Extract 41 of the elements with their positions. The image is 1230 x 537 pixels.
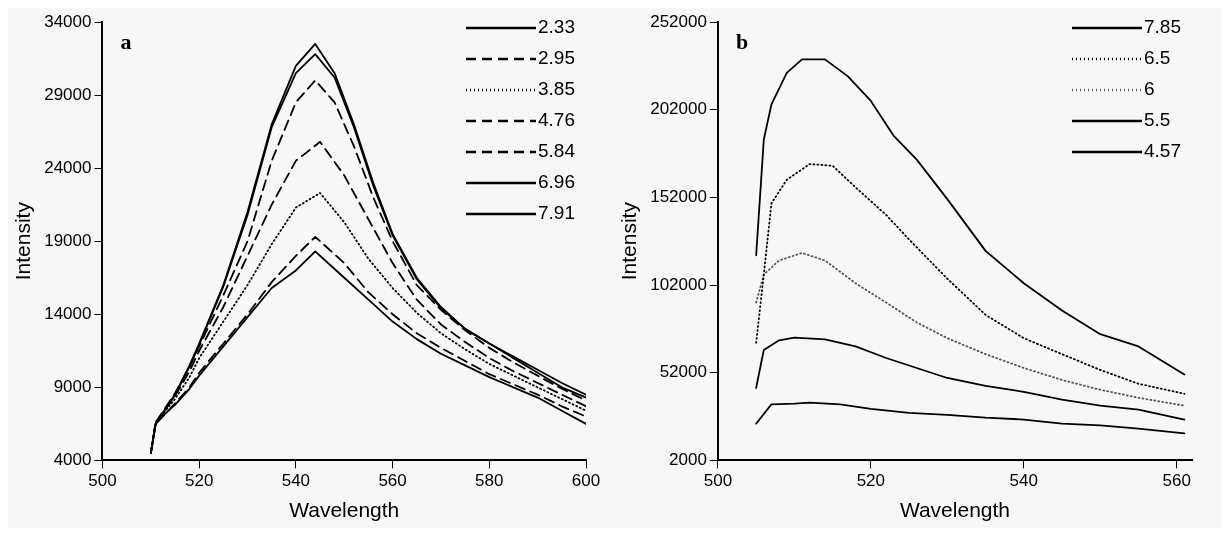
legend-label: 6.96 — [538, 171, 575, 193]
x-axis-title: Wavelength — [289, 498, 400, 522]
y-tick-label: 29000 — [44, 84, 92, 104]
y-tick-label: 102000 — [650, 274, 707, 294]
legend-label: 3.85 — [538, 78, 575, 100]
legend-label: 6 — [1144, 78, 1155, 100]
x-tick-label: 580 — [475, 471, 504, 491]
y-axis-title: Intensity — [617, 201, 641, 281]
y-tick-label: 34000 — [44, 11, 92, 31]
x-tick-label: 500 — [88, 471, 117, 491]
legend-label: 4.76 — [538, 109, 575, 131]
x-tick-label: 520 — [856, 471, 886, 491]
y-tick-label: 202000 — [650, 99, 707, 119]
y-tick-label: 14000 — [44, 303, 92, 323]
legend-label: 5.5 — [1144, 109, 1171, 131]
legend-label: 5.84 — [538, 140, 576, 162]
annotation: b — [735, 28, 749, 54]
legend-label: 6.5 — [1144, 47, 1171, 69]
y-tick-label: 52000 — [659, 362, 707, 382]
y-tick-label: 152000 — [650, 187, 707, 207]
x-tick-label: 540 — [281, 471, 311, 491]
x-tick-label: 600 — [571, 471, 601, 491]
y-tick-label: 2000 — [669, 450, 707, 470]
x-tick-label: 500 — [703, 471, 733, 491]
annotation: a — [120, 28, 132, 54]
legend-label: 7.91 — [538, 202, 575, 224]
legend-label: 2.95 — [538, 47, 575, 69]
legend-label: 4.57 — [1144, 140, 1181, 162]
y-axis-title: Intensity — [11, 201, 35, 281]
x-tick-label: 520 — [184, 471, 214, 491]
x-tick-label: 560 — [1162, 471, 1191, 491]
x-tick-label: 560 — [378, 471, 407, 491]
y-tick-label: 9000 — [53, 377, 92, 397]
x-axis-title: Wavelength — [899, 498, 1011, 522]
legend-label: 7.85 — [1144, 16, 1181, 38]
y-tick-label: 252000 — [650, 11, 707, 31]
x-tick-label: 540 — [1009, 471, 1038, 491]
y-tick-label: 24000 — [44, 157, 92, 177]
y-tick-label: 4000 — [53, 450, 92, 470]
legend-label: 2.33 — [538, 16, 575, 38]
y-tick-label: 19000 — [44, 230, 92, 250]
